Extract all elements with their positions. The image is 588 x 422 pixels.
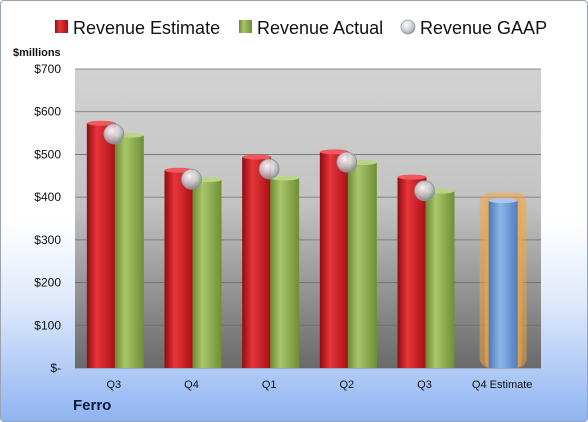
- legend-label-estimate: Revenue Estimate: [73, 18, 220, 38]
- legend-swatch-gaap: [400, 19, 416, 35]
- bar-cap: [319, 149, 349, 155]
- bar-estimate: [86, 123, 116, 368]
- bar-estimate: [164, 170, 194, 368]
- gaap-point: [336, 151, 358, 173]
- y-tick-label: $500: [34, 147, 61, 161]
- y-axis: $- $100 $200 $300 $400 $500 $600 $700: [34, 62, 61, 375]
- y-tick-label: $600: [34, 105, 61, 119]
- bar-cap: [397, 174, 427, 180]
- bar-actual: [425, 191, 455, 368]
- x-tick-label: Q2: [339, 379, 354, 391]
- bar-cap: [86, 120, 116, 126]
- gaap-point: [258, 158, 280, 180]
- bar-cap: [270, 175, 300, 181]
- bar-estimate: [319, 151, 349, 368]
- bar-estimate-forecast: [488, 200, 518, 368]
- legend-label-actual: Revenue Actual: [257, 18, 383, 38]
- gaap-points: [103, 123, 435, 202]
- company-name: Ferro: [73, 397, 112, 414]
- bar-actual: [270, 177, 300, 368]
- x-axis: Q3 Q4 Q1 Q2 Q3 Q4 Estimate: [106, 379, 532, 391]
- legend-swatch-estimate: [55, 20, 68, 33]
- gaap-point: [181, 168, 202, 190]
- y-tick-label: $-: [50, 361, 61, 375]
- y-tick-label: $100: [34, 318, 61, 332]
- bar-estimate: [397, 177, 427, 368]
- x-tick-label: Q4 Estimate: [472, 379, 533, 391]
- bars: [86, 120, 527, 368]
- gaap-point: [103, 123, 125, 145]
- y-tick-label: $700: [34, 62, 61, 76]
- bar-actual: [347, 162, 377, 368]
- bar-cap: [242, 154, 272, 160]
- gridlines: [75, 68, 541, 369]
- bar-estimate: [242, 156, 272, 368]
- y-tick-label: $400: [34, 190, 61, 204]
- y-tick-label: $200: [34, 276, 61, 290]
- legend-swatch-actual: [239, 20, 252, 33]
- x-tick-label: Q3: [417, 379, 432, 391]
- y-axis-unit-label: $millions: [13, 47, 61, 59]
- plot-area: [75, 69, 541, 368]
- x-tick-label: Q3: [106, 379, 121, 391]
- x-tick-label: Q1: [262, 379, 277, 391]
- y-tick-label: $300: [34, 233, 61, 247]
- legend-label-gaap: Revenue GAAP: [420, 18, 547, 38]
- gaap-point: [414, 180, 435, 202]
- x-tick-label: Q4: [184, 379, 199, 391]
- bar-actual: [114, 135, 144, 368]
- bar-cap: [488, 198, 518, 204]
- legend: Revenue Estimate Revenue Actual Revenue …: [55, 18, 547, 38]
- bar-actual: [192, 179, 222, 368]
